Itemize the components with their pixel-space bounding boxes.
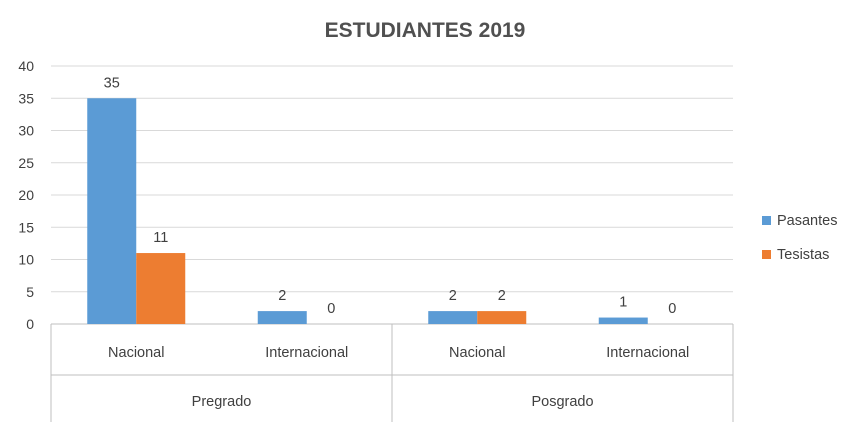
data-label: 0 xyxy=(327,301,335,317)
x-group-label: Posgrado xyxy=(531,394,593,410)
bar xyxy=(87,98,136,324)
x-category-label: Internacional xyxy=(606,345,689,361)
data-label: 11 xyxy=(153,230,168,246)
legend: Pasantes Tesistas xyxy=(762,213,837,263)
y-tick-label: 35 xyxy=(18,90,34,106)
y-tick-label: 10 xyxy=(18,252,34,268)
y-tick-label: 40 xyxy=(18,58,34,74)
y-tick-label: 5 xyxy=(26,284,34,300)
legend-swatch xyxy=(762,216,771,225)
y-tick-label: 25 xyxy=(18,155,34,171)
bar-chart: ESTUDIANTES 2019 0510152025303540Naciona… xyxy=(0,0,854,432)
legend-label: Pasantes xyxy=(777,213,837,229)
data-label: 2 xyxy=(278,288,286,304)
y-tick-label: 15 xyxy=(18,219,34,235)
bar xyxy=(599,318,648,324)
data-label: 2 xyxy=(498,288,506,304)
bar xyxy=(477,311,526,324)
chart-title: ESTUDIANTES 2019 xyxy=(325,19,526,42)
bar xyxy=(428,311,477,324)
data-label: 0 xyxy=(668,301,676,317)
bar xyxy=(136,253,185,324)
legend-label: Tesistas xyxy=(777,247,829,263)
x-category-label: Nacional xyxy=(108,345,164,361)
legend-swatch xyxy=(762,250,771,259)
x-category-label: Internacional xyxy=(265,345,348,361)
bars xyxy=(87,98,648,324)
x-category-label: Nacional xyxy=(449,345,505,361)
data-label: 2 xyxy=(449,288,457,304)
data-label: 35 xyxy=(104,75,120,91)
y-tick-label: 30 xyxy=(18,123,34,139)
data-label: 1 xyxy=(619,295,627,311)
bar xyxy=(258,311,307,324)
x-group-label: Pregrado xyxy=(192,394,252,410)
y-tick-label: 20 xyxy=(18,187,34,203)
y-tick-label: 0 xyxy=(26,316,34,332)
